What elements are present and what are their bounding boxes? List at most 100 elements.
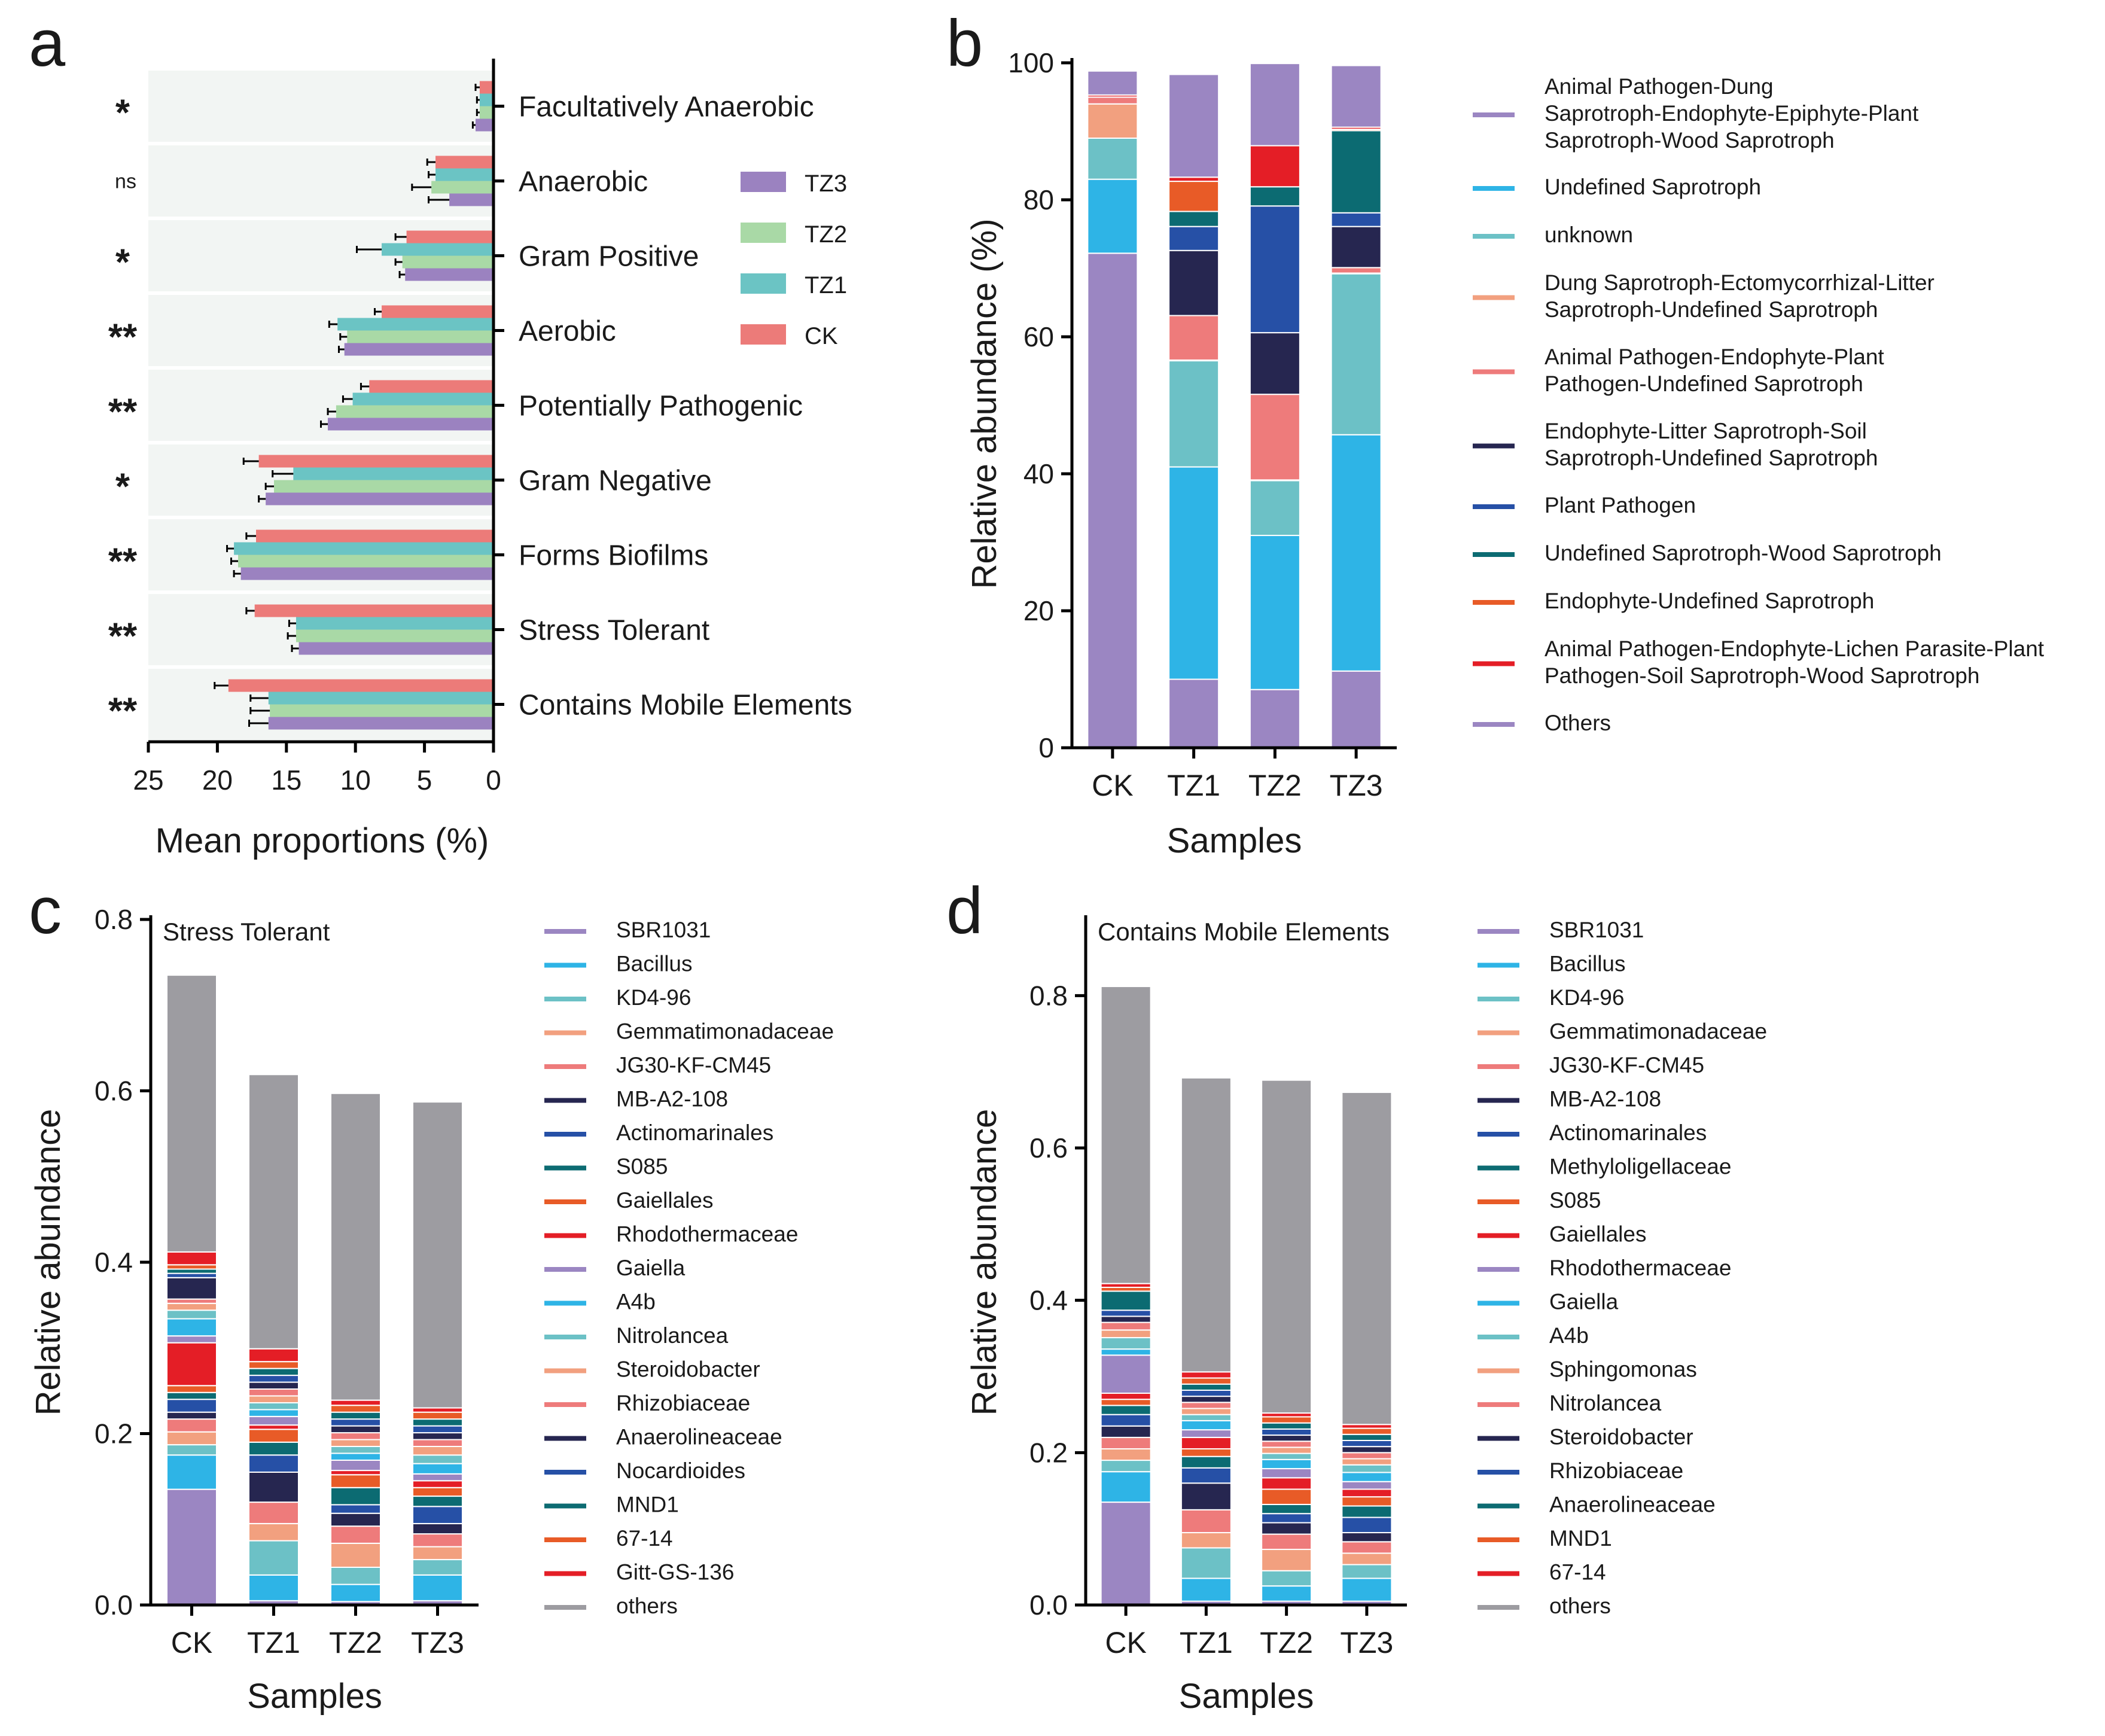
segment-dung-saprotroph-ectomycorrhizal-litter-s-ck — [1087, 103, 1138, 139]
segment-animal-pathogen-endophyte-lichen-parasit-tz1 — [1168, 176, 1220, 182]
segment-actinomarinales-ck — [1100, 1414, 1151, 1427]
segment-67-14-tz1 — [248, 1361, 299, 1369]
segment-gaiellales-tz1 — [1180, 1436, 1232, 1449]
legend-line-0: unknown — [1545, 223, 1633, 247]
segment-steroidobacter-tz2 — [1261, 1435, 1312, 1442]
segment-s085-tz2 — [1261, 1488, 1312, 1505]
y-axis-title: Relative abundance (%) — [965, 218, 1004, 589]
bar-tz1-anaerobic — [435, 168, 493, 181]
segment-mnd1-tz1 — [248, 1368, 299, 1376]
bar-ck-stress-tolerant — [254, 604, 493, 617]
bar-tz3-aerobic — [344, 343, 493, 356]
legend-line-0: Methyloligellaceae — [1549, 1155, 1731, 1179]
legend-label-gitt-gs-136: Gitt-GS-136 — [616, 1560, 734, 1585]
segment-kd4-96-ck — [1100, 1460, 1151, 1473]
segment-animal-pathogen-dung-saprotroph-endophyt-ck — [1087, 252, 1138, 748]
legend-line-0: Anaerolineaceae — [1549, 1493, 1716, 1517]
legend-line-1: Saprotroph-Undefined Saprotroph — [1545, 446, 1878, 470]
legend-line-0: Steroidobacter — [1549, 1425, 1693, 1449]
segment-gemmatimonadaceae-tz1 — [248, 1522, 299, 1542]
bar-tz1-facultatively-anaerobic — [479, 93, 493, 106]
legend-line-0: 67-14 — [616, 1526, 673, 1551]
segment-rhizobiaceae-tz3 — [412, 1439, 463, 1447]
segment-jg30-kf-cm45-ck — [1100, 1436, 1151, 1449]
segment-others-tz1 — [1180, 1077, 1232, 1373]
segment-rhodothermaceae-tz1 — [1180, 1429, 1232, 1438]
segment-s085-tz2 — [330, 1487, 381, 1506]
legend-line-0: Gaiella — [616, 1256, 686, 1280]
segment-endophyte-litter-saprotroph-soil-saprotr-tz2 — [1249, 332, 1300, 395]
segment-gaiella-tz1 — [1180, 1420, 1232, 1431]
segment-gaiella-ck — [166, 1335, 217, 1344]
legend-line-0: Endophyte-Litter Saprotroph-Soil — [1545, 419, 1867, 443]
legend-label-others: others — [1549, 1594, 1611, 1618]
legend-line-0: Rhodothermaceae — [616, 1222, 798, 1247]
segment-mnd1-tz3 — [412, 1418, 463, 1427]
legend-label-jg30-kf-cm45: JG30-KF-CM45 — [1549, 1053, 1704, 1077]
ytick-label-0-4: 0.4 — [1029, 1285, 1068, 1316]
legend-label-nocardioides: Nocardioides — [616, 1458, 745, 1483]
legend-line-0: Dung Saprotroph-Ectomycorrhizal-Litter — [1545, 270, 1935, 295]
legend-label-endophyte-undefined-saprotroph: Endophyte-Undefined Saprotroph — [1545, 589, 1874, 613]
significance-facultatively-anaerobic: * — [115, 93, 130, 134]
segment-unknown-tz1 — [1168, 360, 1220, 468]
legend-label-actinomarinales: Actinomarinales — [1549, 1120, 1707, 1145]
segment-gaiella-ck — [1100, 1348, 1151, 1356]
xtick-label-ck: CK — [171, 1626, 212, 1659]
xtick-label-tz1: TZ1 — [1167, 769, 1220, 802]
segment-undefined-saprotroph-ck — [1087, 178, 1138, 254]
segment-gemmatimonadaceae-tz3 — [1341, 1552, 1393, 1566]
legend-label-dung-saprotroph-ectomycorrhizal-litter-s: Dung Saprotroph-Ectomycorrhizal-Litter Sa… — [1545, 270, 1935, 322]
legend-line-1: Saprotroph-Undefined Saprotroph — [1545, 297, 1878, 322]
segment-gaiella-tz3 — [412, 1473, 463, 1482]
segment-others-tz3 — [1330, 65, 1382, 128]
legend-label-gaiellales: Gaiellales — [1549, 1222, 1646, 1247]
ytick-label-0-6: 0.6 — [95, 1076, 133, 1107]
segment-sphingomonas-tz1 — [1180, 1408, 1232, 1415]
legend-line-0: MB-A2-108 — [616, 1087, 728, 1111]
legend-line-0: Endophyte-Undefined Saprotroph — [1545, 589, 1874, 613]
legend-line-0: Animal Pathogen-Endophyte-Lichen Parasit… — [1545, 636, 2045, 661]
segment-others-tz3 — [1341, 1092, 1393, 1426]
legend-label-a4b: A4b — [1549, 1323, 1589, 1348]
bar-tz2-potentially-pathogenic — [336, 405, 493, 418]
y-axis-title: Relative abundance — [29, 1109, 68, 1416]
segment-sbr1031-ck — [1100, 1502, 1151, 1606]
segment-67-14-tz3 — [412, 1411, 463, 1420]
legend-line-0: Bacillus — [616, 952, 693, 976]
segment-nitrolancea-tz1 — [1180, 1402, 1232, 1409]
segment-nocardioides-ck — [166, 1272, 217, 1278]
bar-ck-aerobic — [382, 305, 493, 318]
category-label-stress-tolerant: Stress Tolerant — [519, 615, 709, 647]
legend-label-mb-a2-108: MB-A2-108 — [616, 1087, 728, 1111]
bar-tz2-aerobic — [347, 330, 493, 343]
legend-label-endophyte-litter-saprotroph-soil-saprotr: Endophyte-Litter Saprotroph-Soil Saprotro… — [1545, 419, 1878, 470]
segment-steroidobacter-ck — [1100, 1315, 1151, 1323]
xtick-label-tz2: TZ2 — [329, 1626, 382, 1659]
segment-plant-pathogen-tz1 — [1168, 226, 1220, 251]
segment-bacillus-tz1 — [248, 1574, 299, 1601]
legend-line-0: A4b — [1549, 1323, 1589, 1348]
segment-gaiellales-ck — [1100, 1393, 1151, 1400]
segment-a4b-tz1 — [248, 1409, 299, 1417]
bar-tz3-stress-tolerant — [298, 642, 493, 655]
segment-jg30-kf-cm45-tz2 — [1261, 1533, 1312, 1551]
legend-line-0: Nitrolancea — [616, 1323, 729, 1348]
segment-a4b-tz1 — [1180, 1414, 1232, 1421]
segment-nocardioides-tz1 — [248, 1375, 299, 1383]
xtick-label-tz2: TZ2 — [1248, 769, 1302, 802]
legend-line-0: Nocardioides — [616, 1458, 745, 1483]
legend-label-bacillus: Bacillus — [1549, 952, 1626, 976]
bar-tz1-contains-mobile-elements — [268, 692, 493, 705]
ytick-label-100: 100 — [1008, 47, 1054, 78]
bar-tz3-potentially-pathogenic — [328, 418, 493, 431]
legend-label-steroidobacter: Steroidobacter — [1549, 1425, 1693, 1449]
segment-endophyte-litter-saprotroph-soil-saprotr-tz3 — [1330, 226, 1382, 269]
segment-gitt-gs-136-tz2 — [330, 1399, 381, 1406]
legend-label-kd4-96: KD4-96 — [616, 985, 691, 1010]
legend-line-0: Gaiellales — [616, 1188, 713, 1213]
segment-gemmatimonadaceae-tz2 — [330, 1542, 381, 1568]
segment-methyloligellaceae-tz2 — [1261, 1503, 1312, 1515]
legend-line-0: Bacillus — [1549, 952, 1626, 976]
